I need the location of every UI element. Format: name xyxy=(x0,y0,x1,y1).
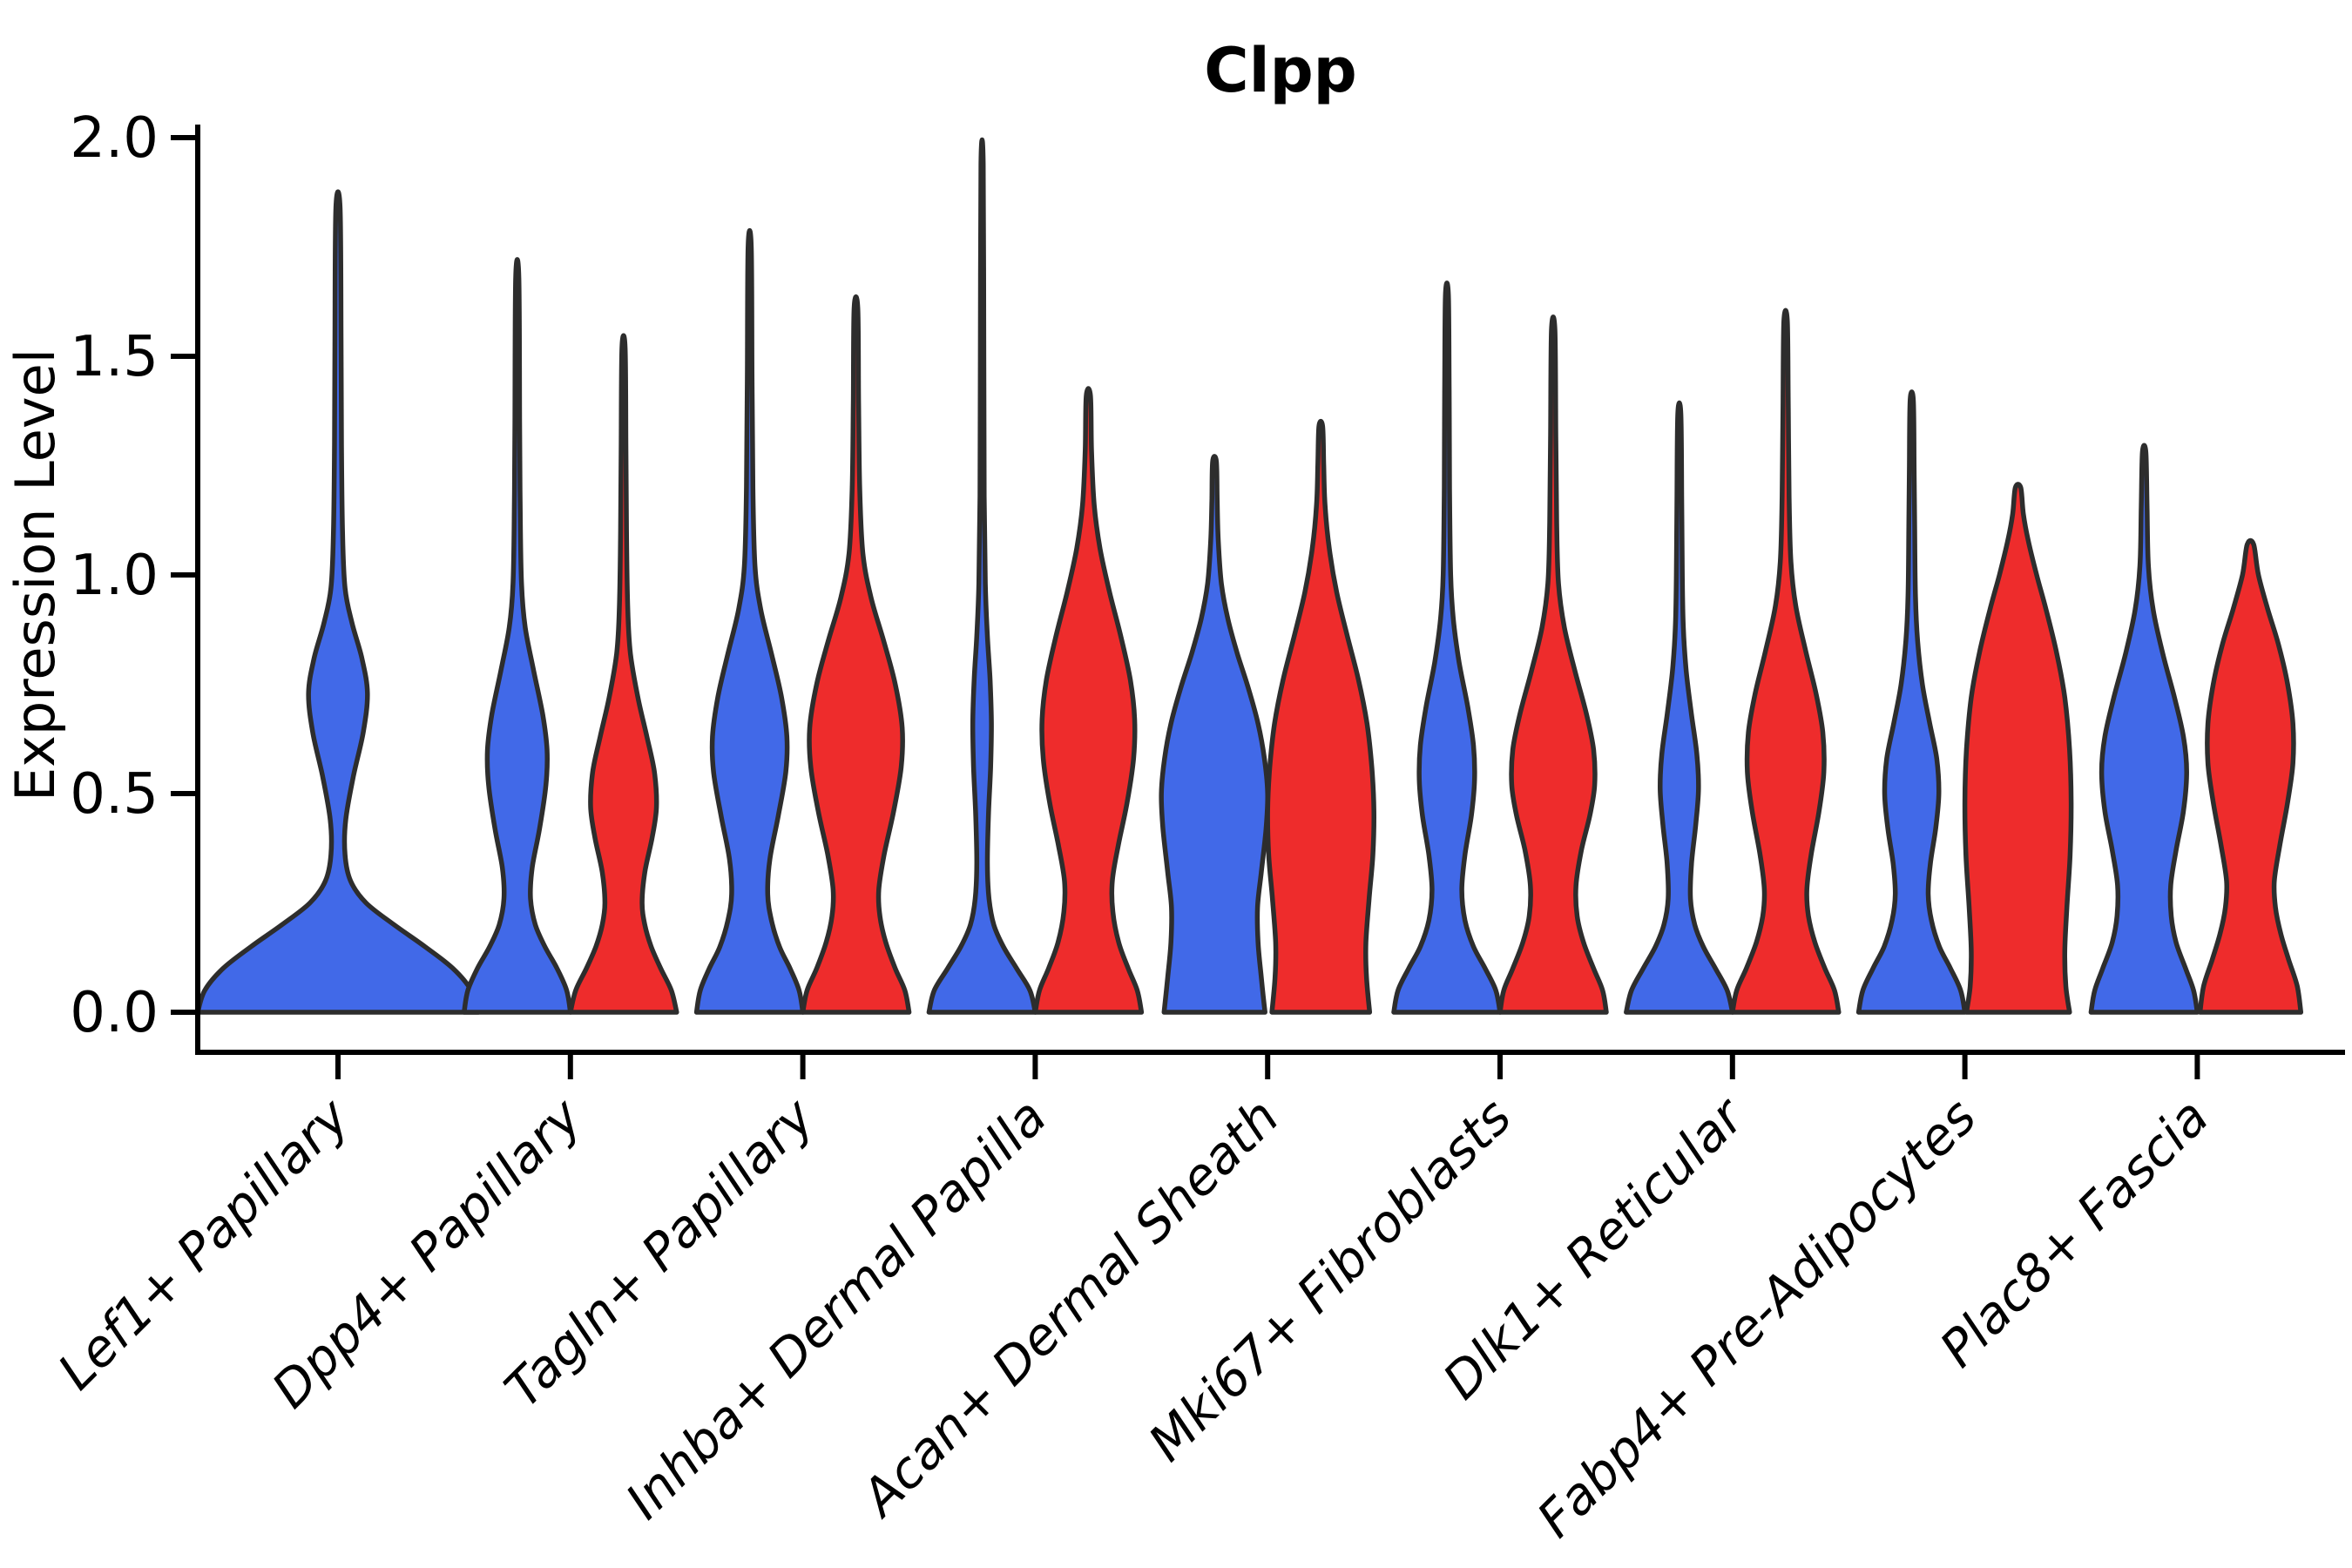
violin-red-tagln-papillary xyxy=(800,294,912,1015)
violin-blue-plac8-fascia xyxy=(2088,443,2200,1015)
y-tick-label-2.0: 2.0 xyxy=(70,106,159,171)
x-tick-label-acan-dermal-sheath: Acan+ Dermal Sheath xyxy=(848,1087,1290,1530)
y-tick-label-1.5: 1.5 xyxy=(70,325,159,389)
violin-red-inhba-dermal-papilla xyxy=(1032,386,1145,1015)
violins-layer xyxy=(195,138,2304,1015)
chart-title: Clpp xyxy=(1204,35,1357,106)
x-tick-label-fabp4-pre-adipocytes: Fabp4+ Pre-Adipocytes xyxy=(1525,1087,1987,1549)
violin-blue-lef1-papillary xyxy=(195,189,481,1015)
violin-blue-dlk1-reticular xyxy=(1624,400,1735,1015)
y-tick-label-0.5: 0.5 xyxy=(70,762,159,827)
violin-red-fabp4-pre-adipocytes xyxy=(1962,482,2074,1015)
violin-blue-acan-dermal-sheath xyxy=(1159,454,1271,1015)
y-tick-label-0.0: 0.0 xyxy=(70,981,159,1045)
violin-blue-mki67-fibroblasts xyxy=(1391,280,1503,1015)
y-tick-label-1.0: 1.0 xyxy=(70,544,159,608)
violin-red-mki67-fibroblasts xyxy=(1497,314,1609,1015)
violin-red-acan-dermal-sheath xyxy=(1265,418,1376,1015)
violin-blue-inhba-dermal-papilla xyxy=(926,138,1038,1015)
violin-blue-tagln-papillary xyxy=(693,227,806,1015)
violin-red-dpp4-papillary xyxy=(568,333,679,1015)
y-axis-label: Expression Level xyxy=(3,348,67,801)
violin-red-plac8-fascia xyxy=(2197,537,2304,1015)
violin-blue-fabp4-pre-adipocytes xyxy=(1855,389,1968,1015)
violin-red-dlk1-reticular xyxy=(1730,308,1842,1015)
x-tick-label-inhba-dermal-papilla: Inhba+ Dermal Papilla xyxy=(614,1087,1058,1531)
violin-blue-dpp4-papillary xyxy=(462,257,573,1015)
